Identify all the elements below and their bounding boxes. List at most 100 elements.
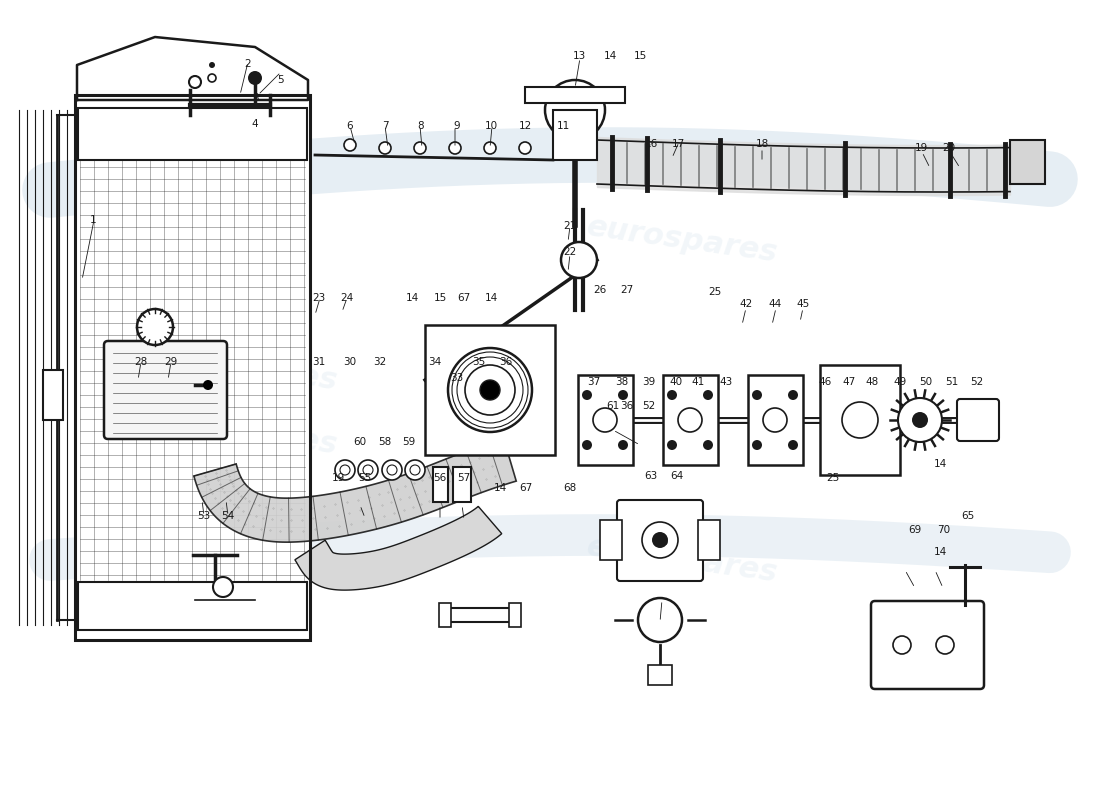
- Text: 6: 6: [346, 122, 353, 131]
- Text: 15: 15: [433, 293, 447, 302]
- Text: 2: 2: [244, 59, 251, 69]
- Text: 54: 54: [221, 511, 234, 521]
- Circle shape: [340, 465, 350, 475]
- Bar: [433, 467, 448, 502]
- Text: 24: 24: [340, 293, 353, 302]
- Text: 30: 30: [343, 357, 356, 366]
- Circle shape: [893, 636, 911, 654]
- Circle shape: [189, 76, 201, 88]
- Bar: [425, 325, 556, 455]
- Circle shape: [480, 380, 501, 400]
- FancyBboxPatch shape: [104, 341, 227, 439]
- Text: 44: 44: [769, 299, 782, 309]
- Circle shape: [379, 142, 390, 154]
- Text: 28: 28: [134, 357, 147, 366]
- Text: 69: 69: [909, 525, 922, 534]
- Text: 61: 61: [606, 402, 619, 411]
- Text: 37: 37: [587, 377, 601, 386]
- Text: 18: 18: [756, 139, 769, 149]
- Text: 32: 32: [373, 357, 386, 366]
- Circle shape: [752, 390, 762, 400]
- Text: 42: 42: [739, 299, 752, 309]
- Text: 21: 21: [563, 221, 576, 230]
- FancyBboxPatch shape: [871, 601, 984, 689]
- Circle shape: [582, 440, 592, 450]
- Text: 51: 51: [945, 377, 958, 386]
- Polygon shape: [77, 37, 308, 100]
- Text: 45: 45: [796, 299, 810, 309]
- FancyBboxPatch shape: [957, 399, 999, 441]
- Text: 19: 19: [332, 474, 345, 483]
- Bar: [78, 582, 307, 630]
- Text: 25: 25: [826, 474, 839, 483]
- Circle shape: [788, 440, 798, 450]
- Text: 60: 60: [353, 437, 366, 446]
- Text: eurospares: eurospares: [584, 212, 780, 268]
- Bar: [78, 108, 307, 160]
- Circle shape: [519, 142, 531, 154]
- Text: eurospares: eurospares: [144, 404, 340, 460]
- Text: 14: 14: [494, 483, 507, 493]
- Circle shape: [936, 636, 954, 654]
- Bar: [663, 375, 718, 465]
- Circle shape: [387, 465, 397, 475]
- Text: 66: 66: [656, 538, 669, 547]
- Text: 8: 8: [417, 122, 424, 131]
- Text: 15: 15: [634, 51, 647, 61]
- Circle shape: [678, 408, 702, 432]
- Text: 52: 52: [642, 402, 656, 411]
- Text: 4: 4: [252, 119, 258, 129]
- Text: 65: 65: [961, 511, 975, 521]
- Polygon shape: [194, 439, 516, 542]
- Circle shape: [652, 532, 668, 548]
- Text: 53: 53: [197, 511, 210, 521]
- Text: 40: 40: [670, 377, 683, 386]
- Text: 9: 9: [453, 122, 460, 131]
- Text: 20: 20: [943, 143, 956, 153]
- Circle shape: [484, 142, 496, 154]
- Text: 36: 36: [499, 357, 513, 366]
- Text: 5: 5: [277, 75, 284, 85]
- Text: 70: 70: [937, 525, 950, 534]
- Text: 3: 3: [252, 93, 258, 102]
- Text: 29: 29: [164, 357, 177, 366]
- Bar: [446, 608, 515, 622]
- Text: 67: 67: [519, 483, 532, 493]
- Text: 48: 48: [866, 377, 879, 386]
- Text: 57: 57: [458, 474, 471, 483]
- Circle shape: [788, 390, 798, 400]
- Text: 59: 59: [403, 437, 416, 446]
- Text: 38: 38: [615, 377, 628, 386]
- Text: 34: 34: [428, 357, 441, 366]
- Text: 27: 27: [620, 285, 634, 294]
- Text: 41: 41: [692, 377, 705, 386]
- Circle shape: [363, 465, 373, 475]
- Text: 46: 46: [818, 377, 832, 386]
- Text: 55: 55: [359, 474, 372, 483]
- Text: 67: 67: [458, 293, 471, 302]
- Circle shape: [544, 80, 605, 140]
- Circle shape: [448, 348, 532, 432]
- Text: 68: 68: [563, 483, 576, 493]
- Bar: [453, 467, 471, 502]
- Text: 14: 14: [934, 459, 947, 469]
- Circle shape: [382, 460, 402, 480]
- Text: 64: 64: [670, 471, 683, 481]
- Circle shape: [410, 465, 420, 475]
- Text: 12: 12: [519, 122, 532, 131]
- Circle shape: [336, 460, 355, 480]
- Text: 49: 49: [893, 377, 906, 386]
- Text: 11: 11: [557, 122, 570, 131]
- Bar: [648, 665, 672, 685]
- Text: 19: 19: [915, 143, 928, 153]
- Text: 33: 33: [450, 373, 463, 382]
- Circle shape: [618, 390, 628, 400]
- Bar: [553, 110, 597, 160]
- Text: eurospares: eurospares: [584, 532, 780, 588]
- Circle shape: [703, 440, 713, 450]
- Text: 14: 14: [485, 293, 498, 302]
- Circle shape: [414, 142, 426, 154]
- Bar: [43, 370, 63, 420]
- Text: 14: 14: [406, 293, 419, 302]
- Circle shape: [898, 398, 942, 442]
